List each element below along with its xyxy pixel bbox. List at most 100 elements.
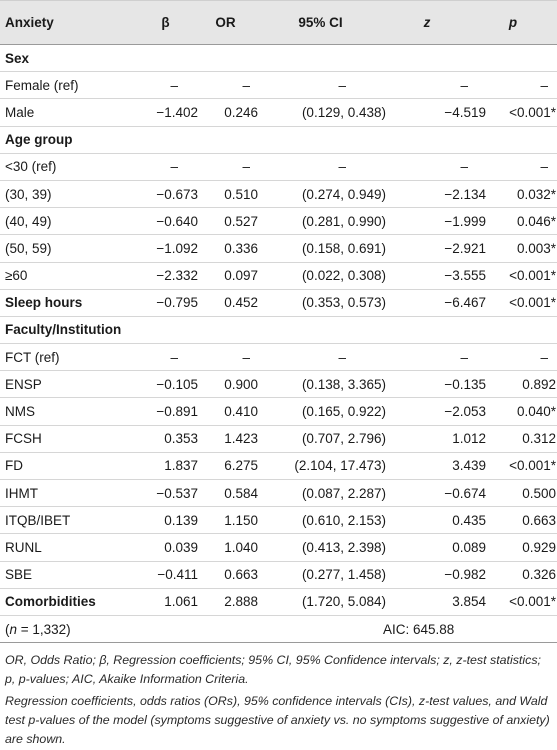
p-cell: 0.003* (516, 240, 556, 256)
table-row: NMS −0.891 0.410 (0.165, 0.922) −2.053 0.040* (0, 398, 557, 426)
table-row: IHMT −0.537 0.584 (0.087, 2.287) −0.674 0.500 (0, 480, 557, 508)
table-row: FCT (ref) – – – – – (0, 344, 557, 372)
row-label: RUNL (5, 539, 42, 555)
section-label: Sex (5, 50, 30, 66)
aic-value: AIC: 645.88 (383, 621, 455, 637)
or-cell: 0.584 (224, 485, 258, 501)
table-row: Male −1.402 0.246 (0.129, 0.438) −4.519 <0.00… (0, 99, 557, 127)
beta-cell: −0.411 (157, 567, 198, 583)
beta-cell: 0.353 (164, 431, 198, 447)
or-cell: – (242, 159, 250, 175)
or-cell: 0.452 (224, 295, 258, 311)
table-row: FD 1.837 6.275 (2.104, 17.473) 3.439 <0.001* (0, 453, 557, 480)
row-label: ITQB/IBET (5, 512, 71, 528)
z-cell: −3.555 (444, 268, 486, 284)
row-label: ENSP (5, 376, 42, 392)
z-cell: – (460, 349, 468, 365)
beta-cell: 1.061 (164, 594, 198, 610)
or-cell: 1.040 (224, 539, 258, 555)
table-row: ENSP −0.105 0.900 (0.138, 3.365) −0.135 0.892 (0, 371, 557, 399)
row-label: <30 (ref) (5, 159, 57, 175)
z-cell: −2.053 (444, 404, 486, 420)
z-cell: −6.467 (444, 295, 486, 311)
or-cell: 0.527 (224, 213, 258, 229)
row-label: (40, 49) (5, 213, 52, 229)
header-or: OR (215, 15, 236, 30)
beta-cell: −1.402 (156, 104, 198, 120)
p-cell: <0.001* (509, 268, 556, 284)
z-cell: – (460, 77, 468, 93)
p-cell: 0.326 (522, 567, 556, 583)
header-beta: β (161, 15, 170, 30)
ci-cell: – (338, 77, 346, 93)
p-cell: 0.663 (522, 512, 556, 528)
table-body: Sex Female (ref) – – – – – Male −1.402 0.246 (0.12… (0, 45, 557, 616)
z-cell: 0.435 (452, 512, 486, 528)
table-row: FCSH 0.353 1.423 (0.707, 2.796) 1.012 0.312 (0, 426, 557, 453)
table-row: Comorbidities 1.061 2.888 (1.720, 5.084) 3.8… (0, 589, 557, 616)
or-cell: – (242, 77, 250, 93)
row-label: Male (5, 104, 35, 120)
or-cell: 2.888 (224, 594, 258, 610)
or-cell: 0.410 (224, 404, 258, 420)
p-cell: – (540, 77, 548, 93)
or-cell: 0.336 (224, 240, 258, 256)
z-cell: −1.999 (444, 213, 486, 229)
p-cell: 0.500 (522, 485, 556, 501)
or-cell: – (242, 349, 250, 365)
table-row: (40, 49) −0.640 0.527 (0.281, 0.990) −1.999 0… (0, 208, 557, 236)
section-label: Faculty/Institution (5, 322, 122, 338)
z-cell: −4.519 (444, 104, 486, 120)
beta-cell: −0.673 (156, 186, 198, 202)
section-row: Age group (0, 127, 557, 154)
or-cell: 6.275 (224, 458, 258, 474)
ci-cell: (2.104, 17.473) (294, 458, 386, 474)
section-row: Sex (0, 45, 557, 73)
ci-cell: (0.610, 2.153) (301, 512, 386, 528)
p-cell: 0.892 (522, 376, 556, 392)
beta-cell: 1.837 (164, 458, 198, 474)
z-cell: 3.439 (452, 458, 486, 474)
ci-cell: (0.129, 0.438) (301, 104, 386, 120)
row-label: Female (ref) (5, 77, 79, 93)
p-cell: – (540, 159, 548, 175)
p-cell: 0.040* (516, 404, 556, 420)
z-cell: −2.921 (444, 240, 486, 256)
footnote-abbreviations: OR, Odds Ratio; β, Regression coefficien… (5, 653, 541, 687)
ci-cell: (0.281, 0.990) (301, 213, 386, 229)
ci-cell: (0.158, 0.691) (301, 240, 386, 256)
ci-cell: (1.720, 5.084) (301, 594, 386, 610)
beta-cell: – (170, 77, 178, 93)
or-cell: 1.150 (224, 512, 258, 528)
or-cell: 0.663 (224, 567, 258, 583)
table-header: Anxiety β OR 95% CI z p (0, 0, 557, 45)
ci-cell: (0.277, 1.458) (301, 567, 386, 583)
z-cell: −0.135 (444, 376, 486, 392)
or-cell: 0.510 (224, 186, 258, 202)
table-row: ≥60 −2.332 0.097 (0.022, 0.308) −3.555 <0.001… (0, 263, 557, 290)
beta-cell: – (170, 159, 178, 175)
or-cell: 1.423 (224, 431, 258, 447)
ci-cell: (0.274, 0.949) (301, 186, 386, 202)
row-label: FCT (ref) (5, 349, 60, 365)
beta-cell: – (170, 349, 178, 365)
ci-cell: (0.413, 2.398) (301, 539, 386, 555)
header-ci: 95% CI (298, 15, 343, 30)
p-cell: – (540, 349, 548, 365)
z-cell: −0.674 (444, 485, 486, 501)
row-label: (30, 39) (5, 186, 52, 202)
header-anxiety: Anxiety (5, 15, 54, 30)
beta-cell: −0.537 (156, 485, 198, 501)
z-cell: −0.982 (444, 567, 486, 583)
beta-cell: −0.105 (156, 376, 198, 392)
ci-cell: (0.138, 3.365) (301, 376, 386, 392)
p-cell: 0.312 (522, 431, 556, 447)
row-label: Comorbidities (5, 594, 96, 610)
section-row: Faculty/Institution (0, 317, 557, 345)
beta-cell: −0.795 (156, 295, 198, 311)
ci-cell: (0.022, 0.308) (301, 268, 386, 284)
z-cell: −2.134 (444, 186, 486, 202)
table-row: SBE −0.411 0.663 (0.277, 1.458) −0.982 0.326 (0, 562, 557, 589)
table-row: (30, 39) −0.673 0.510 (0.274, 0.949) −2.134 0… (0, 181, 557, 209)
